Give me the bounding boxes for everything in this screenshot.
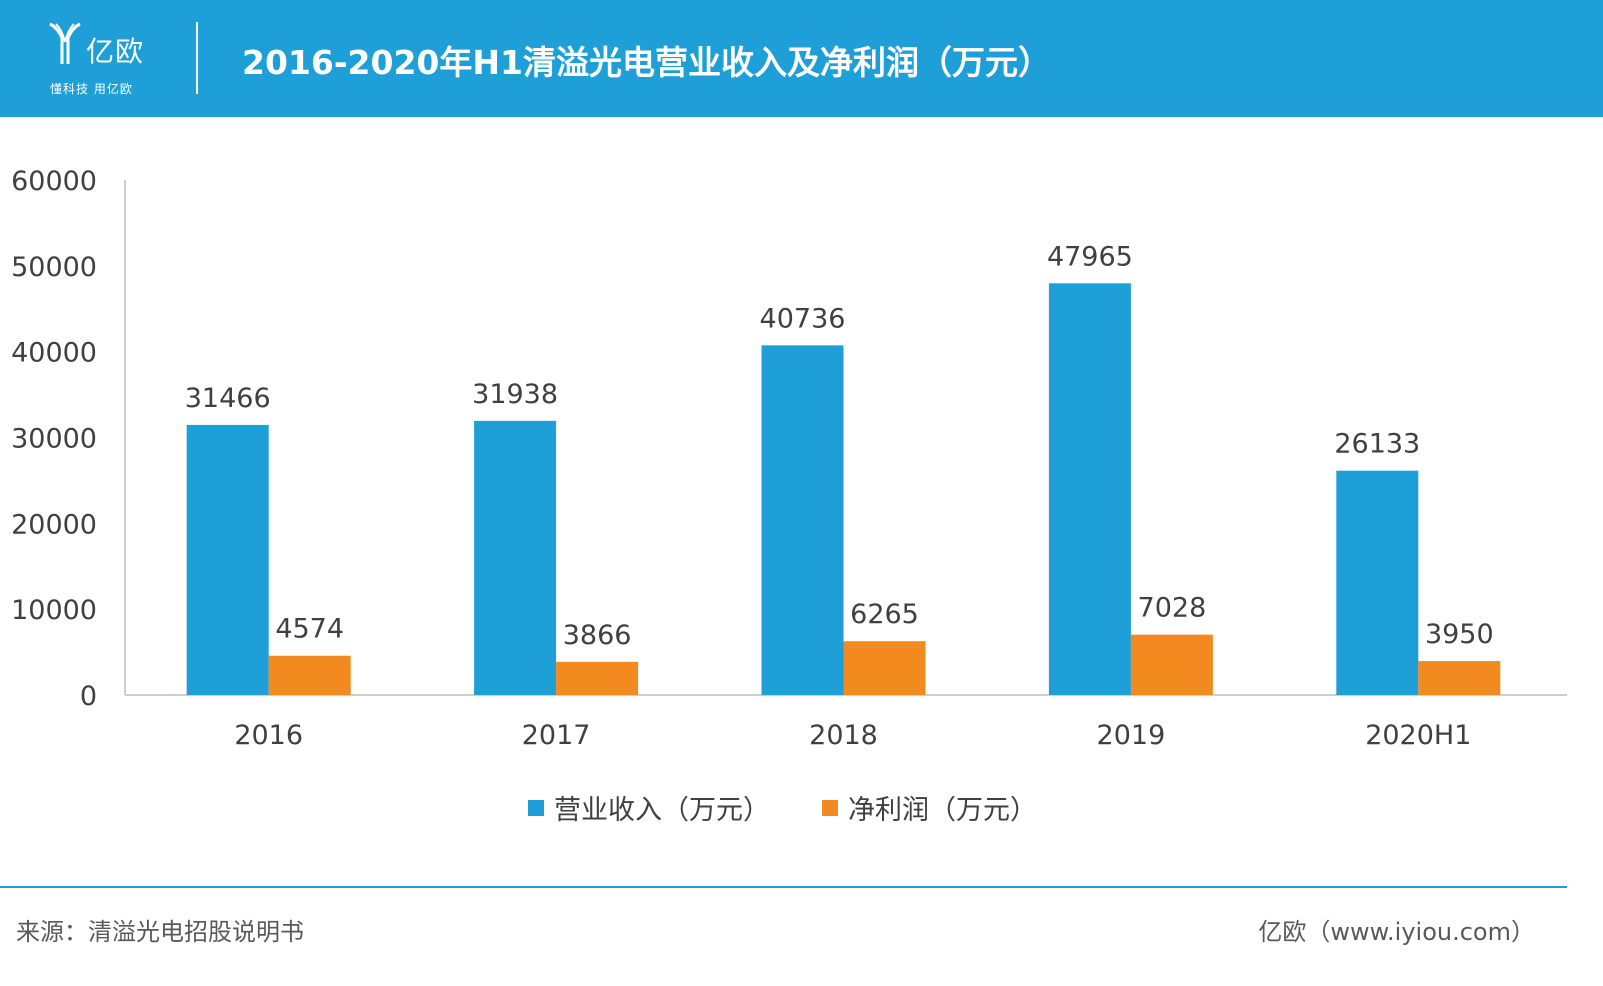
y-tick-label: 60000: [11, 166, 97, 197]
profit-data-label: 7028: [1138, 593, 1207, 624]
profit-data-label: 3866: [563, 620, 632, 651]
legend-swatch-profit: [822, 799, 838, 816]
chart-title: 2016-2020年H1清溢光电营业收入及净利润（万元）: [242, 43, 1051, 82]
header-banner: 亿欧 懂科技 用亿欧 2016-2020年H1清溢光电营业收入及净利润（万元）: [0, 0, 1603, 117]
revenue-bar: [1048, 283, 1131, 695]
bar-chart: 0 10000 20000 30000 40000 50000 60000 2016 31466…: [11, 166, 1567, 751]
x-tick-label: 2016: [234, 720, 303, 751]
revenue-bar: [761, 345, 844, 695]
legend-item-revenue: 营业收入（万元）: [528, 788, 770, 827]
legend: 营业收入（万元） 净利润（万元）: [0, 788, 1603, 828]
y-tick-label: 50000: [11, 252, 97, 283]
revenue-bar: [474, 420, 557, 695]
legend-swatch-revenue: [528, 799, 544, 816]
profit-bar: [1130, 634, 1213, 695]
revenue-bar: [186, 424, 269, 695]
revenue-data-label: 47965: [1047, 241, 1133, 272]
profit-data-label: 4574: [275, 614, 344, 645]
revenue-bar: [1336, 470, 1419, 695]
profit-bar: [843, 641, 926, 695]
logo-tagline: 懂科技 用亿欧: [50, 82, 133, 96]
footer-divider: [0, 886, 1567, 888]
revenue-data-label: 31938: [472, 379, 558, 410]
profit-data-label: 3950: [1425, 619, 1494, 650]
source-note: 来源：清溢光电招股说明书: [16, 918, 304, 946]
x-tick-label: 2018: [809, 720, 878, 751]
y-tick-label: 10000: [11, 595, 97, 626]
legend-label-revenue: 营业收入（万元）: [554, 795, 770, 826]
y-tick-label: 20000: [11, 509, 97, 540]
profit-bar: [268, 655, 351, 695]
x-tick-label: 2019: [1097, 720, 1166, 751]
profit-bar: [1418, 661, 1501, 695]
x-tick-label: 2020H1: [1365, 720, 1471, 751]
yiou-logo-icon: [49, 22, 81, 64]
y-tick-label: 30000: [11, 424, 97, 455]
y-tick-label: 0: [80, 681, 97, 712]
yiou-logo: 亿欧 懂科技 用亿欧: [46, 20, 156, 100]
revenue-data-label: 26133: [1334, 429, 1420, 460]
x-tick-label: 2017: [522, 720, 591, 751]
profit-data-label: 6265: [850, 599, 919, 630]
revenue-data-label: 40736: [760, 303, 846, 334]
profit-bar: [556, 661, 639, 695]
revenue-data-label: 31466: [185, 383, 271, 414]
logo-text: 亿欧: [86, 35, 145, 68]
legend-item-profit: 净利润（万元）: [822, 788, 1037, 827]
header-divider: [196, 22, 198, 94]
legend-label-profit: 净利润（万元）: [848, 795, 1037, 826]
y-tick-label: 40000: [11, 338, 97, 369]
credit-note: 亿欧（www.iyiou.com）: [1258, 918, 1535, 946]
